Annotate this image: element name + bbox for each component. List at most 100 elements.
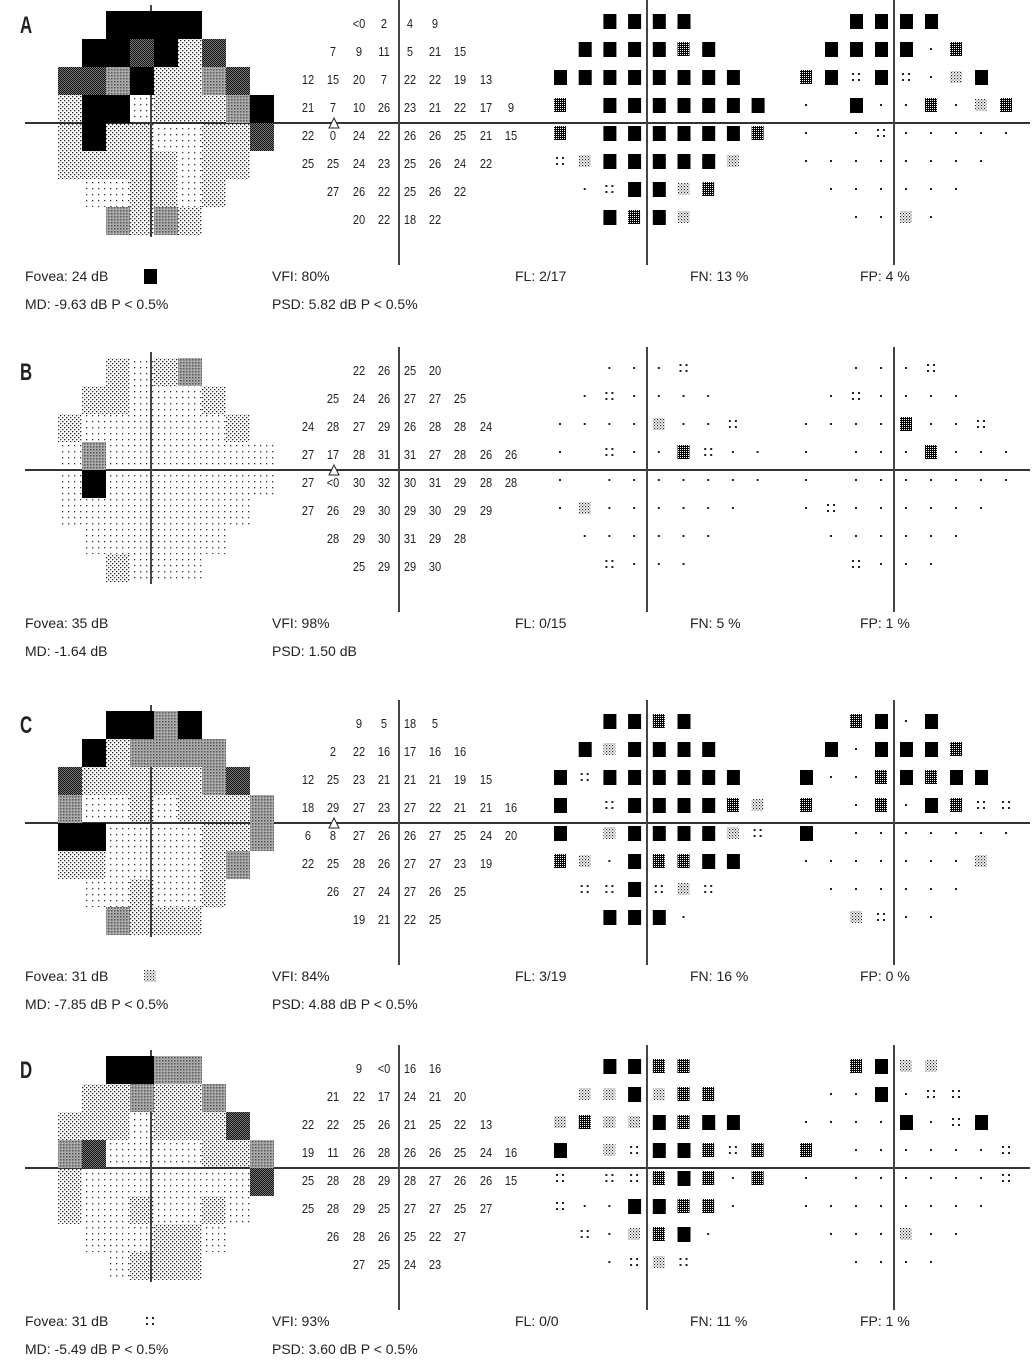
grayscale-cell [226, 823, 250, 851]
probability-symbol [603, 1116, 616, 1128]
threshold-value: 9 [355, 44, 362, 59]
threshold-value: 13 [479, 1117, 492, 1132]
grayscale-cell [82, 95, 106, 123]
threshold-value: 28 [352, 447, 365, 462]
probability-symbol [731, 1177, 734, 1179]
grayscale-cell [226, 414, 250, 442]
probability-symbol [652, 126, 666, 141]
probability-symbol [852, 73, 860, 81]
probability-symbol [855, 860, 857, 862]
probability-symbol [930, 1149, 932, 1151]
probability-symbol [952, 1118, 960, 1126]
threshold-value: 16 [505, 800, 518, 815]
probability-symbol [652, 1059, 665, 1073]
probability-symbol [975, 99, 987, 111]
probability-symbol [855, 535, 857, 537]
threshold-value: 11 [378, 44, 390, 59]
probability-symbol [559, 423, 561, 425]
probability-symbol [751, 1143, 764, 1157]
probability-symbol [726, 827, 739, 839]
grayscale-cell [202, 1224, 226, 1252]
probability-symbol [726, 854, 740, 869]
probability-symbol [975, 770, 988, 785]
vertical-axis [398, 347, 400, 612]
probability-symbol [682, 507, 685, 509]
probability-symbol [955, 395, 957, 397]
threshold-value: 21 [479, 128, 492, 143]
grayscale-cell [202, 39, 226, 67]
probability-symbol [950, 71, 962, 83]
threshold-value: 25 [327, 856, 340, 871]
fl-text: FL: 2/17 [515, 268, 567, 284]
probability-symbol [628, 1116, 641, 1128]
threshold-value: 30 [428, 559, 442, 574]
probability-symbol [975, 1115, 988, 1130]
threshold-value: 23 [428, 1257, 442, 1272]
probability-symbol [855, 804, 857, 806]
probability-symbol [628, 126, 642, 141]
horizontal-axis [25, 122, 1030, 124]
probability-symbol [146, 1317, 154, 1325]
threshold-value: 25 [454, 128, 467, 143]
threshold-value: 26 [378, 391, 391, 406]
threshold-value: 27 [479, 1201, 492, 1216]
probability-symbol [652, 98, 666, 113]
threshold-value: 25 [454, 391, 467, 406]
probability-symbol [830, 188, 832, 190]
threshold-value: 27 [428, 1173, 442, 1188]
threshold-value: 29 [403, 503, 416, 518]
probability-symbol [578, 1088, 591, 1100]
grayscale-cell [226, 795, 250, 823]
vertical-axis [893, 0, 895, 265]
vertical-axis [646, 0, 648, 265]
probability-symbol [702, 98, 716, 113]
grayscale-cell [106, 1224, 130, 1252]
grayscale-cell [82, 767, 106, 795]
grayscale-cell [250, 1140, 274, 1168]
threshold-value: 27 [403, 800, 416, 815]
probability-symbol [852, 560, 860, 568]
threshold-value: 17 [378, 1089, 391, 1104]
probability-symbol [850, 42, 863, 57]
probability-symbol [679, 364, 688, 372]
probability-symbol [677, 445, 690, 459]
grayscale-cell [130, 823, 154, 851]
psd-text: PSD: 5.82 dB P < 0.5% [272, 296, 418, 312]
threshold-value: 28 [505, 475, 518, 490]
threshold-value: 27 [454, 1229, 467, 1244]
threshold-value: 21 [403, 1117, 416, 1132]
threshold-value: 15 [505, 128, 518, 143]
grayscale-cell [106, 1112, 130, 1140]
probability-symbol [830, 535, 832, 537]
probability-symbol [603, 70, 617, 85]
grayscale-cell [178, 767, 202, 795]
grayscale-cell [202, 1196, 226, 1224]
probability-symbol [1002, 801, 1010, 809]
probability-symbol [628, 770, 642, 785]
probability-symbol [850, 98, 863, 113]
probability-symbol [855, 1177, 857, 1179]
probability-symbol [682, 395, 685, 397]
probability-symbol [825, 742, 838, 757]
threshold-value: 9 [355, 716, 362, 731]
threshold-value: 19 [301, 1145, 315, 1160]
probability-symbol [925, 742, 938, 757]
threshold-value: 28 [327, 531, 340, 546]
threshold-value: 27 [428, 828, 442, 843]
grayscale-cell [250, 123, 274, 151]
probability-symbol [900, 770, 913, 785]
probability-symbol [605, 1174, 614, 1182]
grayscale-cell [154, 739, 178, 767]
probability-symbol [805, 1121, 807, 1123]
probability-symbol [630, 1174, 639, 1182]
probability-symbol [950, 770, 963, 785]
probability-symbol [900, 42, 913, 57]
threshold-value: 29 [352, 531, 365, 546]
threshold-value: 26 [428, 1145, 442, 1160]
grayscale-cell [202, 498, 226, 526]
grayscale-cell [58, 767, 82, 795]
probability-symbol [905, 479, 907, 481]
probability-symbol [677, 854, 690, 868]
grayscale-cell [202, 442, 226, 470]
threshold-value: 24 [301, 419, 315, 434]
